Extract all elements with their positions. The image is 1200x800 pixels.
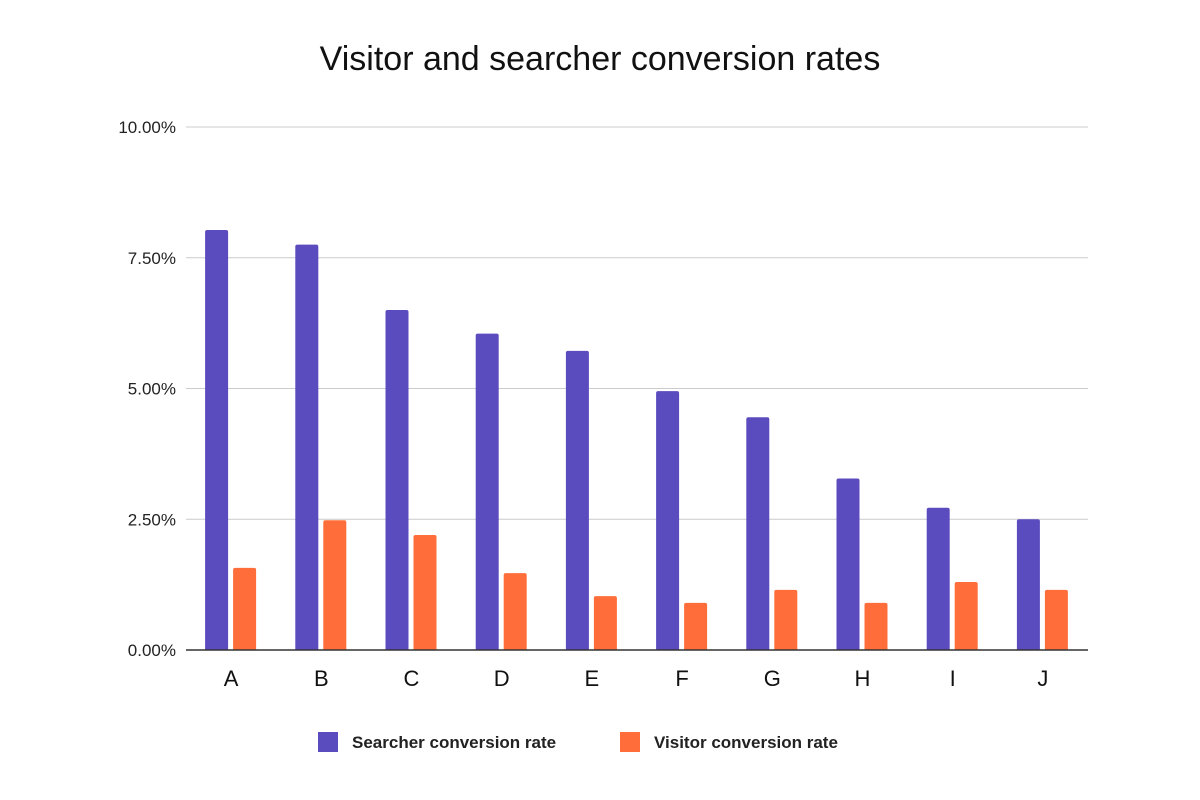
bar-visitor-A — [233, 567, 257, 650]
legend-label: Visitor conversion rate — [654, 733, 838, 752]
x-tick-label: E — [585, 666, 600, 691]
y-axis-ticks: 0.00% 2.50% 5.00% 7.50% 10.00% — [118, 118, 176, 660]
bar-visitor-C — [413, 534, 437, 650]
bar-searcher-J — [1016, 519, 1040, 650]
bar-searcher-E — [565, 350, 589, 650]
x-tick-label: B — [314, 666, 329, 691]
y-tick-label: 0.00% — [128, 641, 176, 660]
x-axis-ticks: A B C D E F G H I J — [224, 666, 1049, 691]
bar-visitor-J — [1044, 589, 1068, 650]
gridlines — [186, 126, 1088, 520]
bar-searcher-F — [656, 391, 680, 650]
bar-visitor-F — [684, 602, 708, 650]
bar-searcher-C — [385, 310, 409, 650]
x-tick-label: H — [855, 666, 871, 691]
y-tick-label: 7.50% — [128, 249, 176, 268]
bar-visitor-E — [593, 596, 617, 650]
y-tick-label: 2.50% — [128, 510, 176, 529]
bar-searcher-D — [475, 333, 499, 650]
x-tick-label: A — [224, 666, 239, 691]
bar-searcher-H — [836, 478, 860, 650]
legend-label: Searcher conversion rate — [352, 733, 556, 752]
x-tick-label: D — [494, 666, 510, 691]
bar-visitor-H — [864, 602, 888, 650]
bar-searcher-B — [295, 244, 319, 651]
bar-visitor-I — [954, 582, 978, 650]
bars — [205, 230, 1068, 651]
bar-visitor-B — [323, 520, 347, 650]
legend: Searcher conversion rate Visitor conversi… — [318, 732, 838, 752]
bar-visitor-D — [503, 573, 527, 650]
x-tick-label: F — [675, 666, 688, 691]
legend-swatch — [318, 732, 338, 752]
x-tick-label: C — [404, 666, 420, 691]
x-tick-label: G — [764, 666, 781, 691]
bar-visitor-G — [774, 589, 798, 650]
bar-searcher-A — [205, 230, 229, 650]
bar-searcher-G — [746, 417, 770, 650]
y-tick-label: 5.00% — [128, 380, 176, 399]
y-tick-label: 10.00% — [118, 118, 176, 137]
x-tick-label: I — [950, 666, 956, 691]
bar-searcher-I — [926, 507, 950, 650]
chart-title: Visitor and searcher conversion rates — [320, 40, 881, 78]
x-tick-label: J — [1037, 666, 1048, 691]
legend-swatch — [620, 732, 640, 752]
